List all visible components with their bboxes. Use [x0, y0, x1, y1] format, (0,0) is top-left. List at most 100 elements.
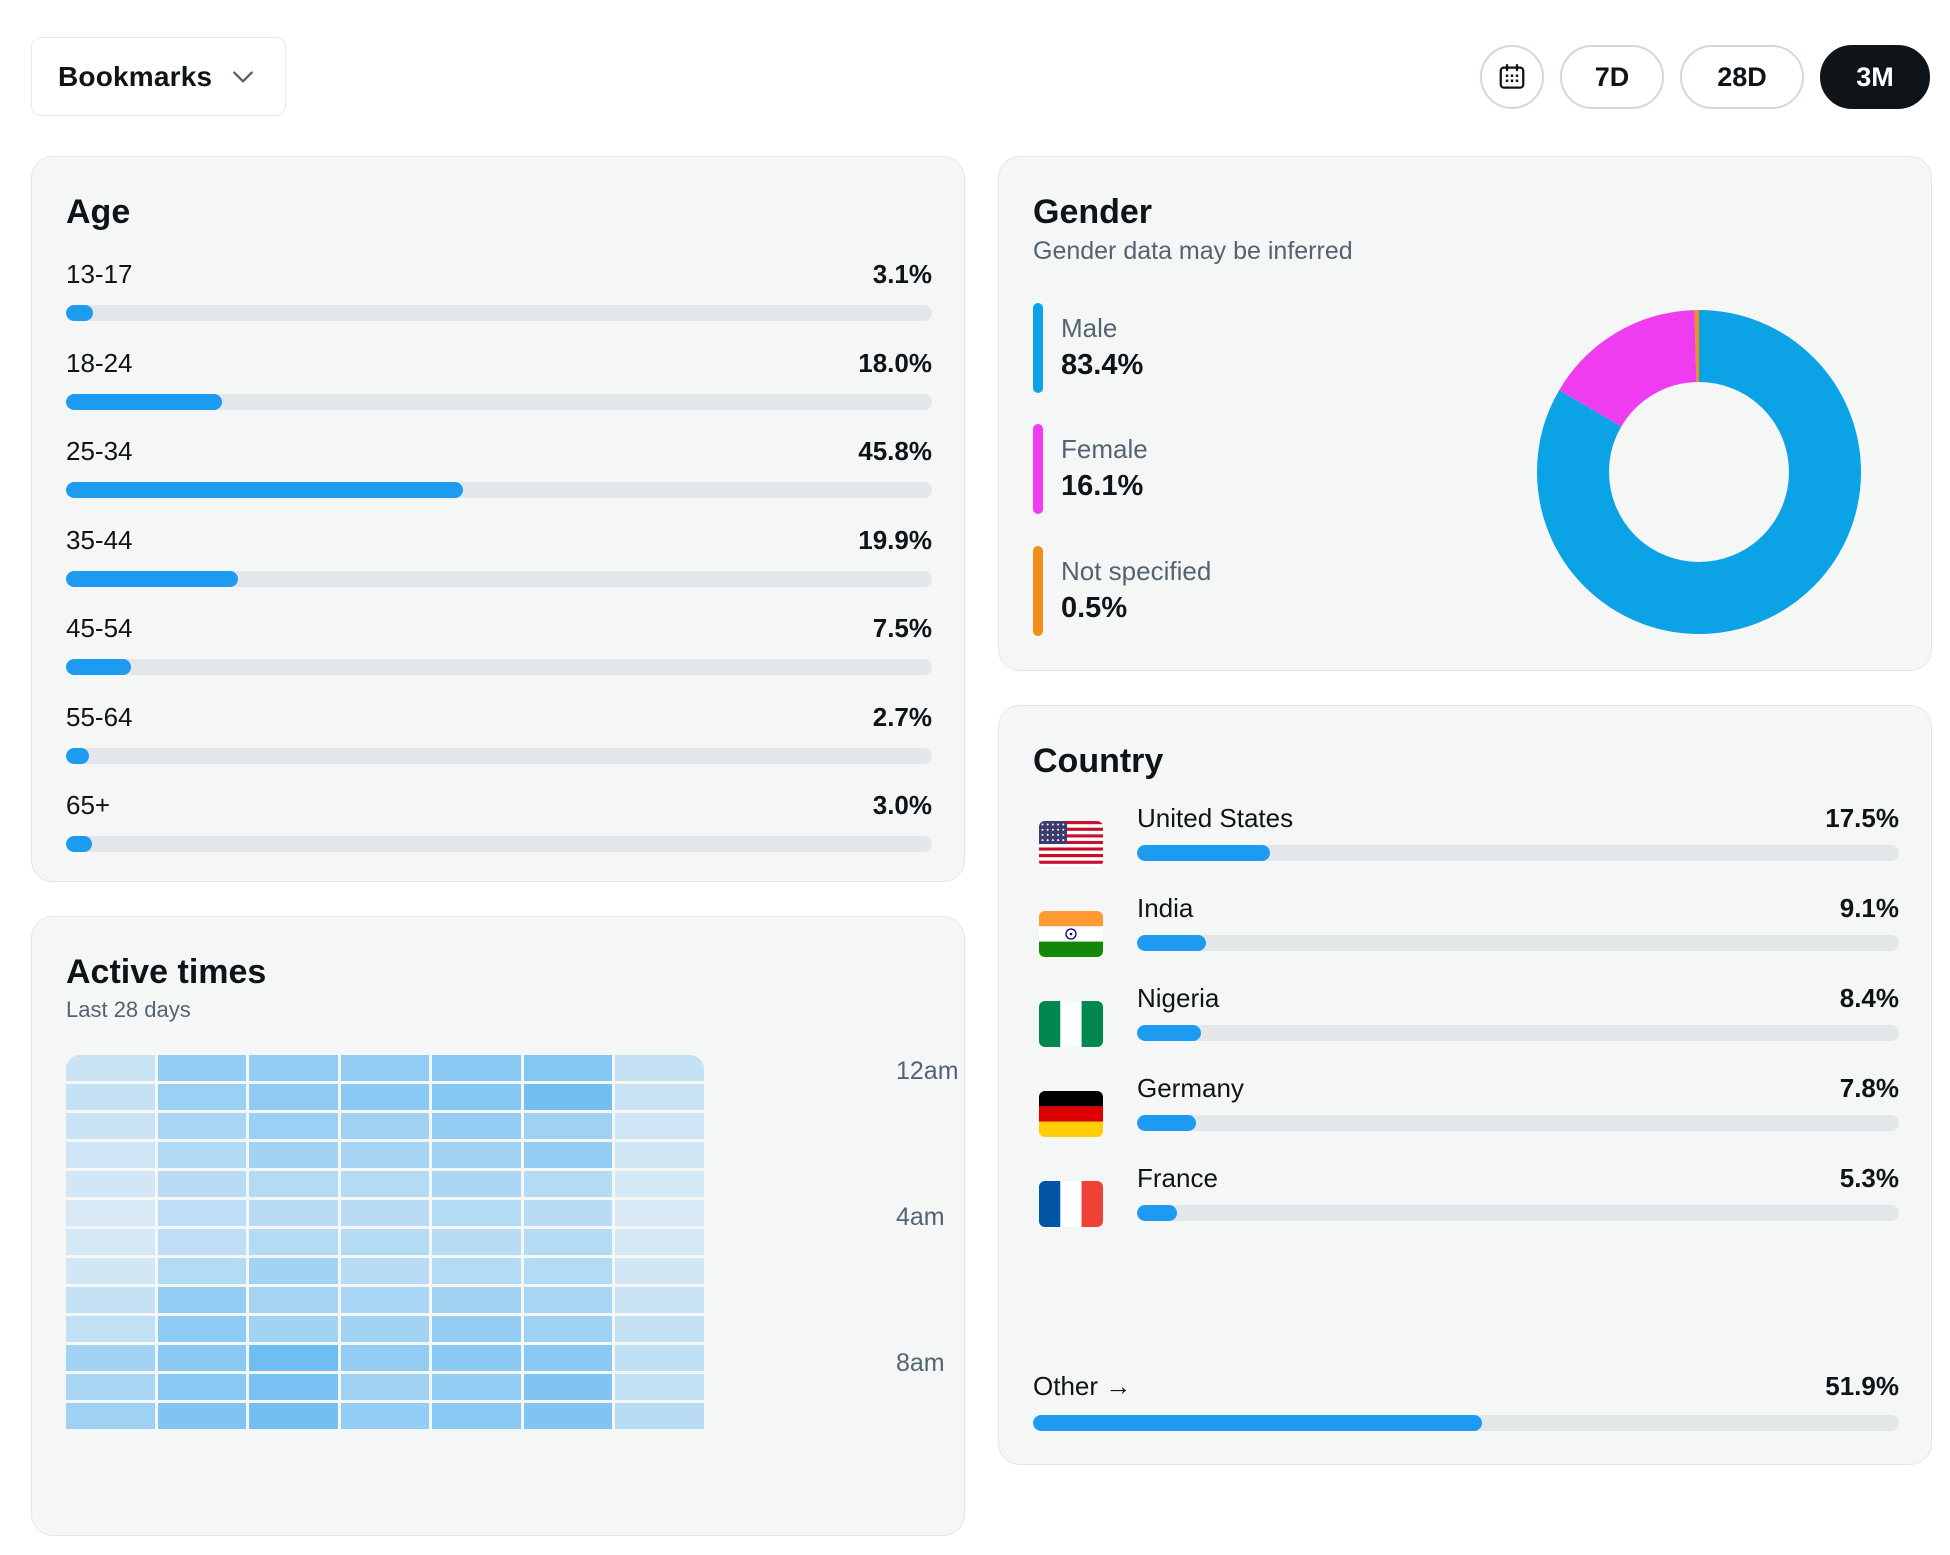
age-row: 45-54 7.5%: [66, 613, 932, 701]
heatmap-cell: [66, 1258, 155, 1284]
heatmap-cell: [523, 1084, 612, 1110]
heatmap-cell: [523, 1171, 612, 1197]
age-row: 55-64 2.7%: [66, 702, 932, 790]
country-bar-track: [1137, 1115, 1899, 1131]
heatmap-cell: [432, 1200, 521, 1226]
gender-percent-value: 16.1%: [1061, 470, 1144, 502]
age-percent-value: 19.9%: [858, 524, 932, 555]
country-row: France 5.3%: [1033, 1163, 1899, 1251]
heatmap-cell: [157, 1258, 246, 1284]
heatmap-cell: [340, 1345, 429, 1371]
country-bar-fill: [1137, 1205, 1178, 1221]
heatmap-cell: [66, 1171, 155, 1197]
country-bar-track: [1137, 845, 1899, 861]
country-percent-value: 8.4%: [1839, 983, 1899, 1013]
heatmap-cell: [523, 1113, 612, 1139]
heatmap-cell: [523, 1055, 612, 1081]
country-percent-value: 9.1%: [1839, 893, 1899, 923]
heatmap-cell: [432, 1171, 521, 1197]
heatmap-cell: [340, 1374, 429, 1400]
country-bar-track: [1137, 1205, 1899, 1221]
heatmap-cell: [249, 1055, 338, 1081]
age-bar-fill: [66, 747, 90, 764]
heatmap-cell: [432, 1258, 521, 1284]
heatmap-cell: [249, 1084, 338, 1110]
gender-title: Gender: [1033, 193, 1153, 231]
heatmap-cell: [615, 1258, 704, 1284]
heatmap-cell: [66, 1084, 155, 1110]
gender-color-swatch: [1033, 303, 1043, 393]
age-range-label: 25-34: [66, 436, 133, 466]
heatmap-cell: [340, 1171, 429, 1197]
active-times-card: Active times Last 28 days 12am 4am 8am: [31, 916, 965, 1536]
country-bar-track: [1137, 935, 1899, 951]
age-bar-track: [66, 305, 932, 321]
heatmap-cell: [615, 1055, 704, 1081]
country-title: Country: [1033, 742, 1164, 780]
heatmap-cell: [432, 1316, 521, 1342]
heatmap-cell: [432, 1403, 521, 1429]
age-range-label: 65+: [66, 790, 111, 820]
heatmap-cell: [340, 1055, 429, 1081]
heatmap-cell: [157, 1200, 246, 1226]
heatmap-cell: [249, 1171, 338, 1197]
heatmap-cell: [66, 1200, 155, 1226]
age-bar-track: [66, 570, 932, 587]
gender-percent-value: 83.4%: [1061, 349, 1144, 381]
heatmap-cell: [523, 1287, 612, 1313]
age-percent-value: 45.8%: [858, 436, 932, 466]
heatmap-cell: [432, 1142, 521, 1168]
heatmap-cell: [66, 1142, 155, 1168]
active-times-subtitle: Last 28 days: [66, 997, 191, 1022]
country-bar-fill: [1137, 1025, 1201, 1041]
heatmap-cell: [615, 1345, 704, 1371]
age-percent-value: 18.0%: [858, 347, 932, 378]
heatmap-cell: [157, 1229, 246, 1255]
calendar-button[interactable]: [1480, 45, 1544, 109]
heatmap-cell: [523, 1229, 612, 1255]
heatmap-cell: [615, 1084, 704, 1110]
other-countries-bar-track: [1033, 1415, 1899, 1431]
heatmap-cell: [432, 1084, 521, 1110]
country-percent-value: 5.3%: [1839, 1163, 1899, 1193]
range-3m-button[interactable]: 3M: [1820, 45, 1930, 109]
other-countries-row[interactable]: Other → 51.9%: [1033, 1371, 1899, 1431]
country-row: Germany 7.8%: [1033, 1073, 1899, 1161]
age-bar-fill: [66, 659, 131, 675]
heatmap-cell: [157, 1113, 246, 1139]
nigeria-flag-icon: [1039, 1001, 1103, 1047]
heatmap-cell: [523, 1142, 612, 1168]
heatmap-cell: [157, 1316, 246, 1342]
age-row: 35-44 19.9%: [66, 525, 932, 613]
age-bar-track: [66, 836, 932, 852]
gender-card: Gender Gender data may be inferred Male 8…: [998, 156, 1932, 671]
heatmap-cell: [340, 1142, 429, 1168]
heatmap-cell: [340, 1258, 429, 1284]
heatmap-cell: [66, 1055, 155, 1081]
other-countries-link[interactable]: Other →: [1033, 1371, 1132, 1401]
age-bar-fill: [66, 570, 239, 587]
heatmap-cell: [523, 1200, 612, 1226]
age-row: 18-24 18.0%: [66, 348, 932, 436]
country-row: United States 17.5%: [1033, 803, 1899, 891]
country-row: Nigeria 8.4%: [1033, 983, 1899, 1071]
france-flag-icon: [1039, 1181, 1103, 1227]
heatmap-cell: [249, 1287, 338, 1313]
country-percent-value: 17.5%: [1825, 803, 1899, 833]
heatmap-cell: [157, 1084, 246, 1110]
age-percent-value: 7.5%: [872, 613, 932, 643]
heatmap-cell: [66, 1345, 155, 1371]
metric-dropdown[interactable]: Bookmarks: [31, 37, 286, 116]
heatmap-cell: [340, 1200, 429, 1226]
heatmap-cell: [615, 1287, 704, 1313]
range-7d-button[interactable]: 7D: [1560, 45, 1664, 109]
age-percent-value: 3.0%: [872, 790, 932, 820]
age-row: 25-34 45.8%: [66, 436, 932, 524]
range-28d-button[interactable]: 28D: [1680, 45, 1804, 109]
country-name: Germany: [1137, 1073, 1244, 1103]
heatmap-cell: [249, 1345, 338, 1371]
heatmap-cell: [157, 1403, 246, 1429]
heatmap-cell: [157, 1142, 246, 1168]
heatmap-cell: [249, 1113, 338, 1139]
age-range-label: 18-24: [66, 347, 133, 378]
